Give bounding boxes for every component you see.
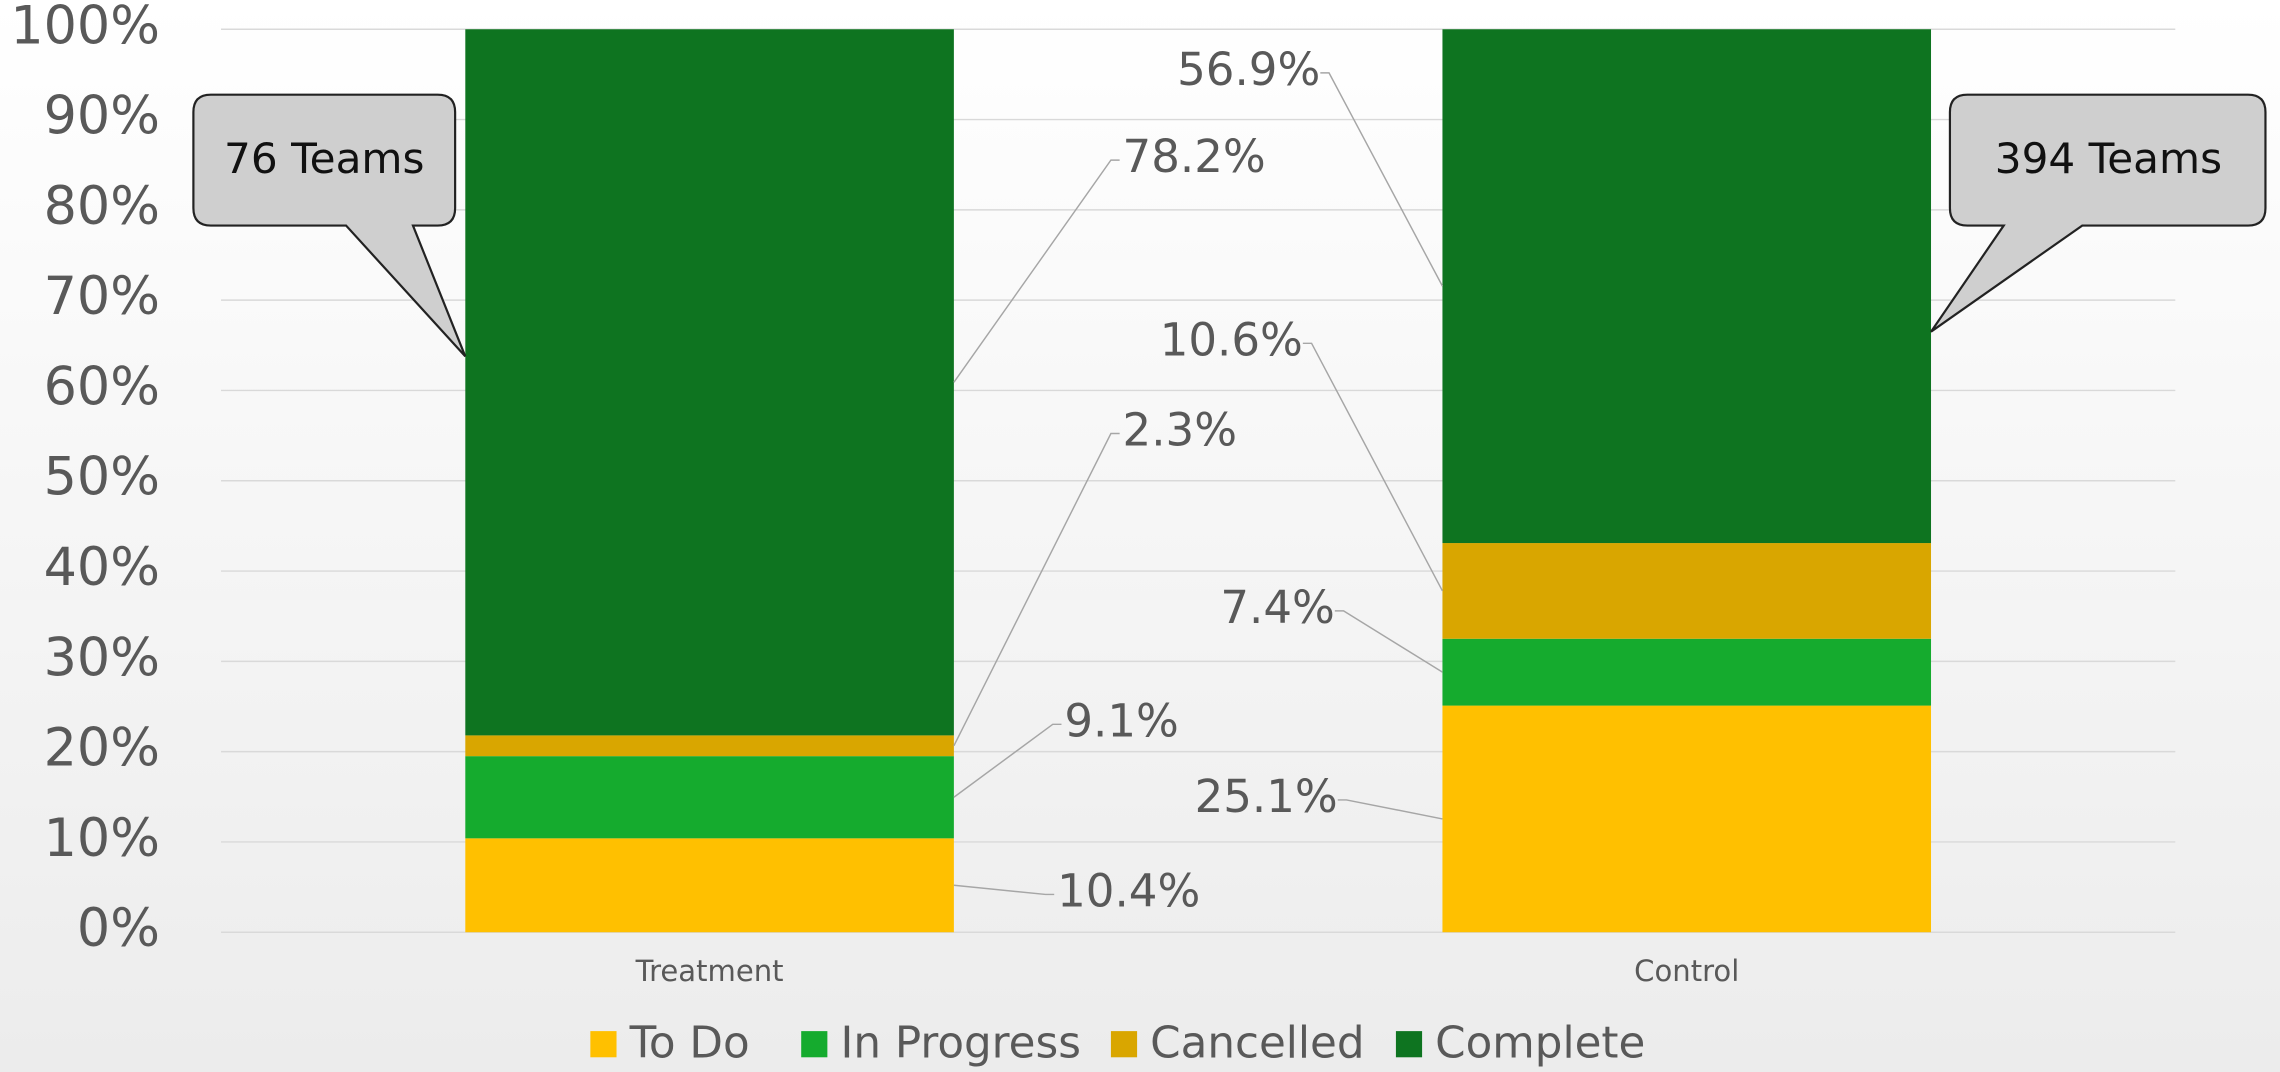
bar-segment bbox=[1442, 543, 1932, 639]
y-tick-label: 80% bbox=[44, 176, 160, 237]
y-tick-label: 50% bbox=[44, 447, 160, 508]
bar-segment bbox=[465, 29, 954, 736]
legend-swatch bbox=[1110, 1031, 1138, 1058]
leader-line bbox=[1337, 799, 1443, 820]
y-tick-label: 40% bbox=[44, 537, 160, 598]
y-tick-label: 60% bbox=[44, 356, 160, 417]
bar-segment bbox=[465, 756, 954, 839]
legend-label: Complete bbox=[1435, 1019, 1645, 1069]
leader-line bbox=[953, 884, 1055, 896]
data-label: 2.3% bbox=[1123, 403, 1237, 456]
x-tick-label: Control bbox=[1634, 954, 1739, 988]
data-label: 7.4% bbox=[1220, 581, 1334, 634]
y-tick-label: 30% bbox=[44, 627, 160, 688]
y-tick-label: 10% bbox=[44, 808, 160, 869]
y-tick-label: 0% bbox=[77, 898, 160, 959]
bar-segment bbox=[1442, 29, 1932, 544]
bar-segment bbox=[465, 735, 954, 757]
data-label: 10.6% bbox=[1160, 313, 1303, 366]
y-tick-label: 100% bbox=[10, 0, 160, 56]
leader-line bbox=[953, 723, 1062, 798]
data-label: 9.1% bbox=[1064, 694, 1178, 747]
callout bbox=[1930, 93, 2267, 333]
leader-line bbox=[953, 432, 1120, 747]
leader-line bbox=[1320, 72, 1444, 287]
callout-text: 76 Teams bbox=[224, 134, 424, 183]
legend-label: Cancelled bbox=[1150, 1019, 1364, 1069]
x-tick-label: Treatment bbox=[635, 954, 784, 988]
leader-line bbox=[1302, 342, 1444, 592]
legend-swatch bbox=[590, 1031, 617, 1058]
leader-line bbox=[1334, 610, 1443, 673]
legend-label: In Progress bbox=[840, 1019, 1080, 1069]
legend-label: To Do bbox=[629, 1019, 750, 1069]
data-label: 10.4% bbox=[1057, 864, 1200, 917]
data-label: 56.9% bbox=[1177, 43, 1320, 96]
bar-segment bbox=[1442, 638, 1932, 706]
legend-swatch bbox=[801, 1031, 828, 1058]
legend-swatch bbox=[1395, 1031, 1423, 1058]
y-tick-label: 70% bbox=[44, 266, 160, 327]
callout-text: 394 Teams bbox=[1995, 134, 2222, 183]
y-tick-label: 90% bbox=[44, 86, 160, 147]
y-tick-label: 20% bbox=[44, 718, 160, 779]
bar-segment bbox=[1442, 705, 1932, 933]
leader-line bbox=[953, 159, 1120, 383]
callout bbox=[192, 93, 467, 358]
data-label: 78.2% bbox=[1123, 130, 1266, 183]
bar-segment bbox=[465, 838, 954, 933]
data-label: 25.1% bbox=[1195, 770, 1338, 823]
